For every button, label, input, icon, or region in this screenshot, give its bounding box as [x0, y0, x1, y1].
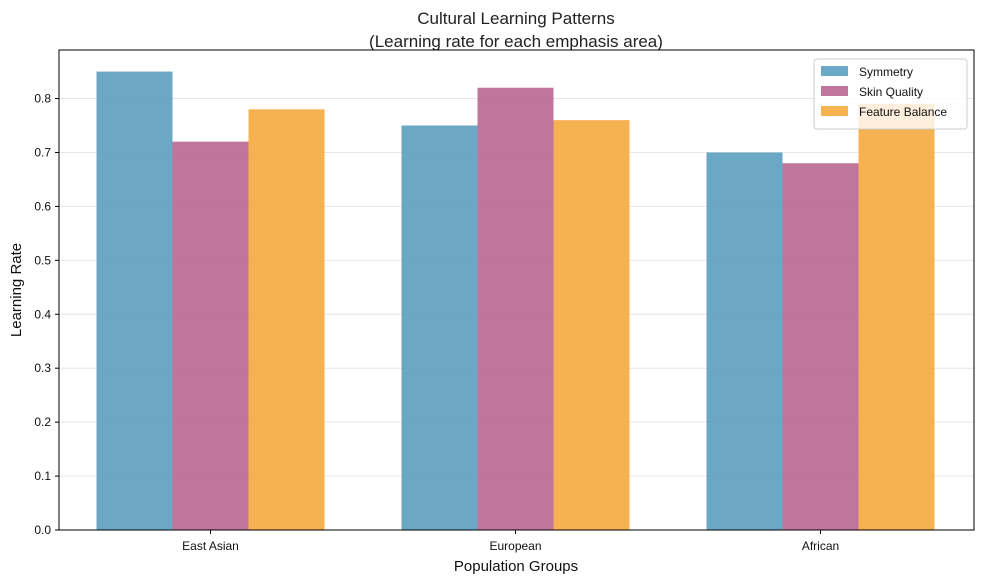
bar-feature-balance-european [553, 120, 630, 530]
x-axis-label: Population Groups [454, 558, 578, 575]
chart-title-line1: Cultural Learning Patterns [417, 9, 615, 28]
legend-swatch [821, 66, 848, 76]
y-tick-label: 0.2 [34, 415, 51, 429]
bar-symmetry-african [706, 152, 783, 530]
bar-feature-balance-african [858, 103, 935, 530]
bar-feature-balance-east-asian [248, 109, 325, 531]
x-axis-ticks: East Asian European African [182, 530, 839, 553]
y-axis-ticks: 0.0 0.1 0.2 0.3 0.4 0.5 0.6 0.7 0.8 [34, 92, 59, 537]
legend-swatch [821, 86, 848, 96]
y-axis-label: Learning Rate [8, 243, 25, 337]
bar-skin-quality-african [782, 163, 859, 530]
y-tick-label: 0.4 [34, 307, 51, 321]
plot-area-frame [58, 49, 975, 531]
bars [96, 71, 935, 531]
legend-label: Symmetry [859, 65, 913, 79]
y-tick-label: 0.0 [34, 523, 51, 537]
chart-title-line2: (Learning rate for each emphasis area) [369, 32, 663, 51]
y-tick-label: 0.1 [34, 469, 51, 483]
y-tick-label: 0.3 [34, 361, 51, 375]
y-tick-label: 0.8 [34, 92, 51, 106]
legend: Symmetry Skin Quality Feature Balance [813, 58, 968, 130]
legend-label: Skin Quality [859, 85, 923, 99]
legend-label: Feature Balance [859, 105, 947, 119]
y-tick-label: 0.5 [34, 253, 51, 267]
bar-symmetry-east-asian [96, 71, 173, 531]
bar-skin-quality-european [477, 87, 554, 530]
legend-swatch [821, 106, 848, 116]
x-tick-label: African [802, 539, 839, 553]
x-tick-label: European [489, 539, 541, 553]
bar-skin-quality-east-asian [172, 141, 249, 530]
y-tick-label: 0.6 [34, 199, 51, 213]
x-tick-label: East Asian [182, 539, 239, 553]
y-tick-label: 0.7 [34, 145, 51, 159]
bar-symmetry-european [401, 125, 478, 530]
legend-box [813, 58, 968, 130]
